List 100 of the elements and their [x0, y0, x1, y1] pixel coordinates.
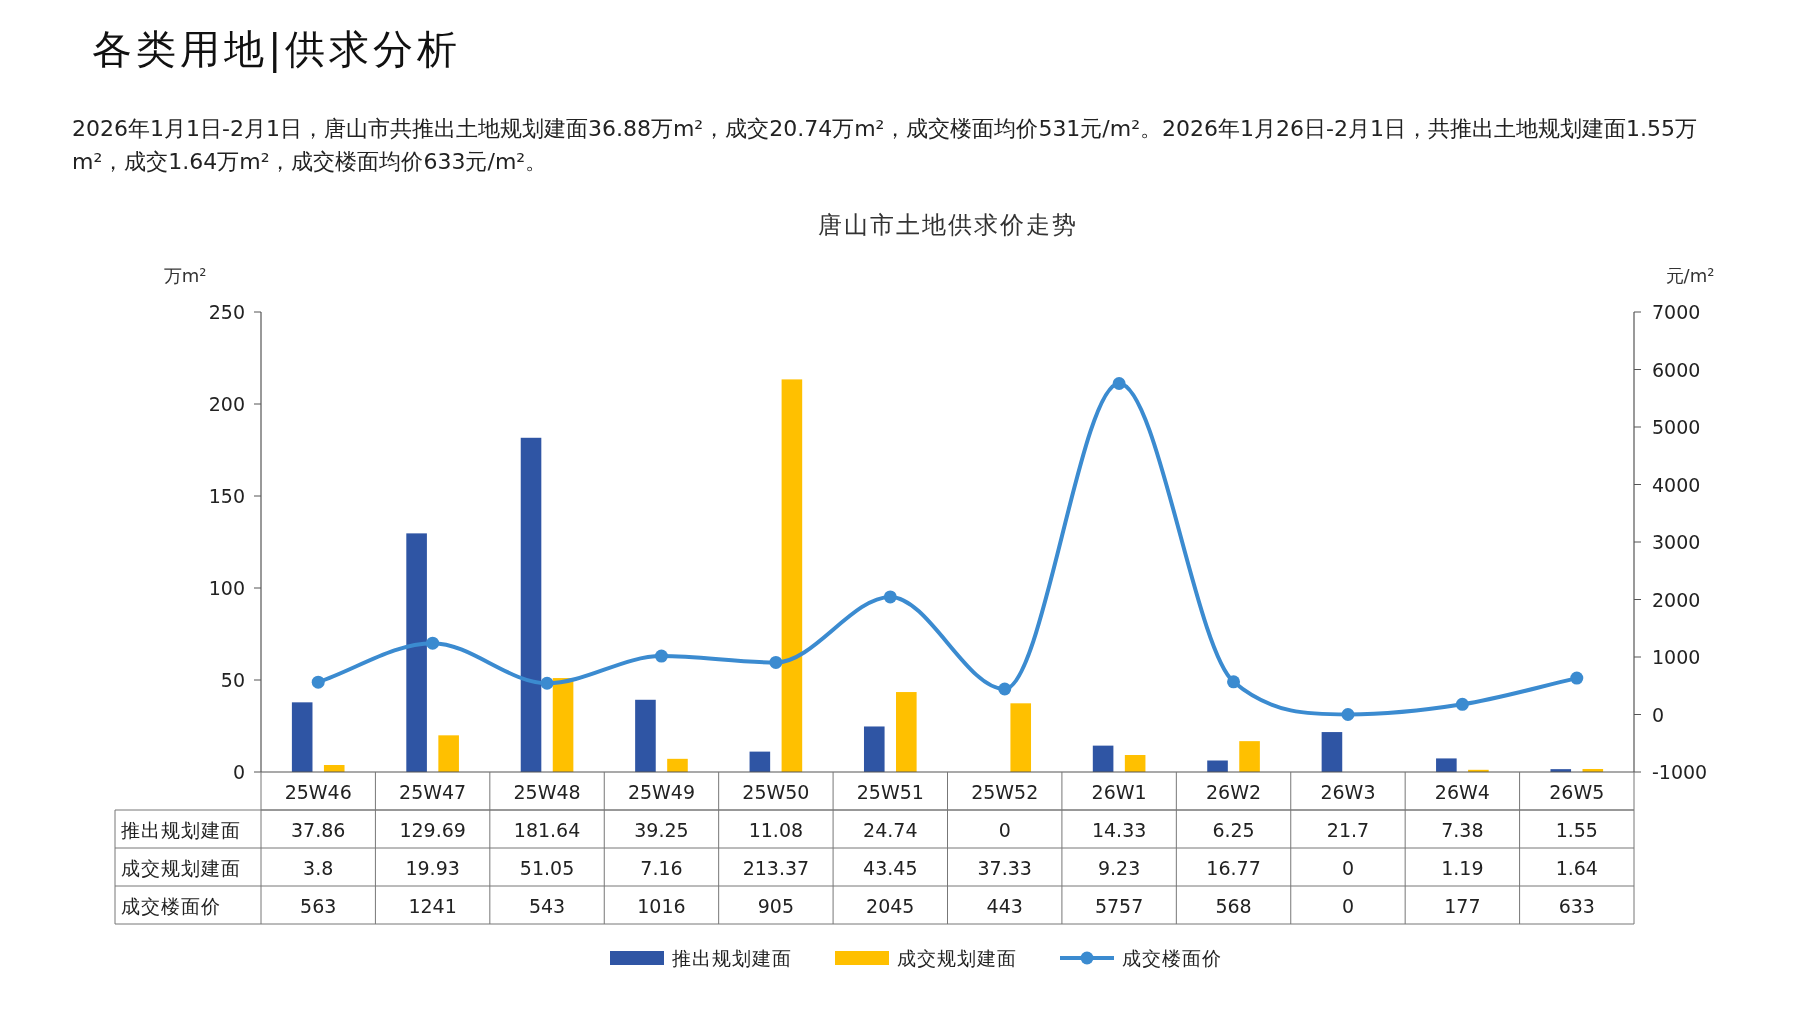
y2-tick-label: 5000	[1652, 416, 1701, 438]
y2-tick-label: 7000	[1652, 301, 1701, 323]
bar	[1124, 755, 1146, 772]
point	[1227, 675, 1241, 689]
point	[1112, 376, 1126, 390]
bar	[1010, 703, 1032, 772]
point	[654, 649, 668, 663]
data-label: 24.74	[863, 819, 918, 841]
data-label: 0	[998, 819, 1011, 841]
x-tick-label: 25W47	[399, 781, 467, 803]
y-tick-label: 100	[208, 577, 245, 599]
data-label: 0	[1341, 895, 1355, 917]
bar	[1239, 741, 1260, 772]
bar	[1436, 758, 1457, 772]
point	[769, 655, 783, 669]
data-label: 39.25	[634, 819, 689, 841]
data-label: 16.77	[1206, 857, 1261, 879]
y-tick-label: 200	[208, 393, 245, 415]
point	[540, 676, 554, 690]
y-tick-label: 50	[220, 669, 245, 691]
data-label: 1016	[637, 895, 686, 917]
data-label: 905	[757, 895, 795, 917]
data-label: 543	[528, 895, 566, 917]
bar	[749, 751, 771, 772]
data-label: 181.64	[513, 819, 581, 841]
point	[998, 682, 1012, 696]
data-label: 1.55	[1555, 819, 1598, 841]
text: 成交规划建面	[121, 857, 241, 879]
y2-axis-title: 元/m²	[1665, 265, 1715, 286]
bar	[896, 692, 917, 772]
y2-tick-label: 2000	[1652, 588, 1701, 611]
data-label: 5757	[1094, 895, 1144, 917]
y2-tick-label: -1000	[1652, 761, 1708, 783]
data-label: 633	[1558, 895, 1595, 917]
y-tick-label: 250	[208, 301, 245, 323]
x-tick-label: 26W4	[1434, 781, 1490, 803]
bar	[291, 702, 313, 772]
bar	[1092, 745, 1114, 772]
bar	[552, 678, 574, 772]
text: 成交楼面价	[121, 895, 221, 917]
x-tick-label: 25W50	[742, 781, 810, 803]
data-label: 43.45	[863, 857, 918, 879]
legend-label: 成交楼面价	[1122, 947, 1222, 969]
bar	[667, 758, 688, 772]
text: 2026年1月1日-2月1日，唐山市共推出土地规划建面36.88万m²，成交20.74万m²，成交楼面均价531元/m²。2026年1月26日-2月1日，共推出土地规划建面1.55万m²，成交1.64万m²，成交楼面均价633元/m²。	[72, 115, 1698, 176]
data-label: 2045	[866, 895, 915, 917]
y-axis-title: 万m²	[163, 265, 207, 286]
data-label: 7.38	[1441, 819, 1484, 841]
x-tick-label: 25W46	[284, 781, 352, 803]
y2-tick-label: 3000	[1652, 531, 1701, 553]
data-label: 37.86	[291, 819, 346, 841]
x-tick-label: 26W5	[1549, 781, 1605, 803]
y2-tick-label: 0	[1652, 703, 1665, 726]
y2-tick-label: 4000	[1652, 473, 1701, 496]
chart-title: 唐山市土地供求价走势	[817, 211, 1078, 239]
point	[311, 675, 325, 689]
data-label: 19.93	[405, 857, 460, 879]
bar	[635, 699, 656, 772]
bar	[438, 735, 459, 772]
bar	[520, 437, 542, 772]
x-tick-label: 25W48	[513, 781, 581, 803]
text: 推出规划建面	[121, 819, 241, 841]
x-tick-label: 25W51	[856, 781, 924, 803]
data-label: 37.33	[977, 857, 1032, 879]
data-label: 21.7	[1326, 819, 1370, 841]
x-tick-label: 25W49	[627, 781, 696, 803]
bar	[863, 726, 885, 772]
y2-tick-label: 6000	[1652, 358, 1701, 381]
bar	[1321, 732, 1343, 772]
data-label: 7.16	[640, 857, 683, 879]
data-label: 0	[1341, 857, 1355, 879]
x-tick-label: 25W52	[971, 781, 1039, 803]
bar	[406, 533, 427, 772]
y2-tick-label: 1000	[1652, 646, 1701, 668]
point	[426, 636, 440, 650]
x-tick-label: 26W1	[1091, 781, 1147, 803]
point	[1570, 671, 1584, 685]
x-tick-label: 26W3	[1320, 781, 1376, 803]
data-label: 9.23	[1097, 857, 1141, 879]
data-label: 213.37	[742, 857, 810, 879]
point	[883, 590, 897, 604]
data-label: 177	[1444, 895, 1481, 917]
data-label: 3.8	[303, 857, 334, 879]
data-label: 129.69	[399, 819, 466, 841]
legend-label: 推出规划建面	[672, 947, 792, 969]
bar	[781, 379, 803, 772]
text: 各类用地|供求分析	[92, 25, 462, 75]
data-label: 14.33	[1091, 819, 1147, 841]
data-label: 1241	[408, 895, 457, 917]
x-tick-label: 26W2	[1206, 781, 1262, 803]
data-label: 568	[1215, 895, 1252, 917]
y-tick-label: 150	[208, 485, 245, 507]
y-tick-label: 0	[232, 761, 245, 783]
data-label: 1.19	[1441, 857, 1484, 879]
legend-label: 成交规划建面	[897, 947, 1017, 969]
point	[1455, 697, 1469, 711]
data-label: 443	[986, 895, 1023, 917]
data-label: 563	[300, 895, 337, 917]
point	[1341, 708, 1355, 721]
data-label: 11.08	[748, 819, 804, 841]
